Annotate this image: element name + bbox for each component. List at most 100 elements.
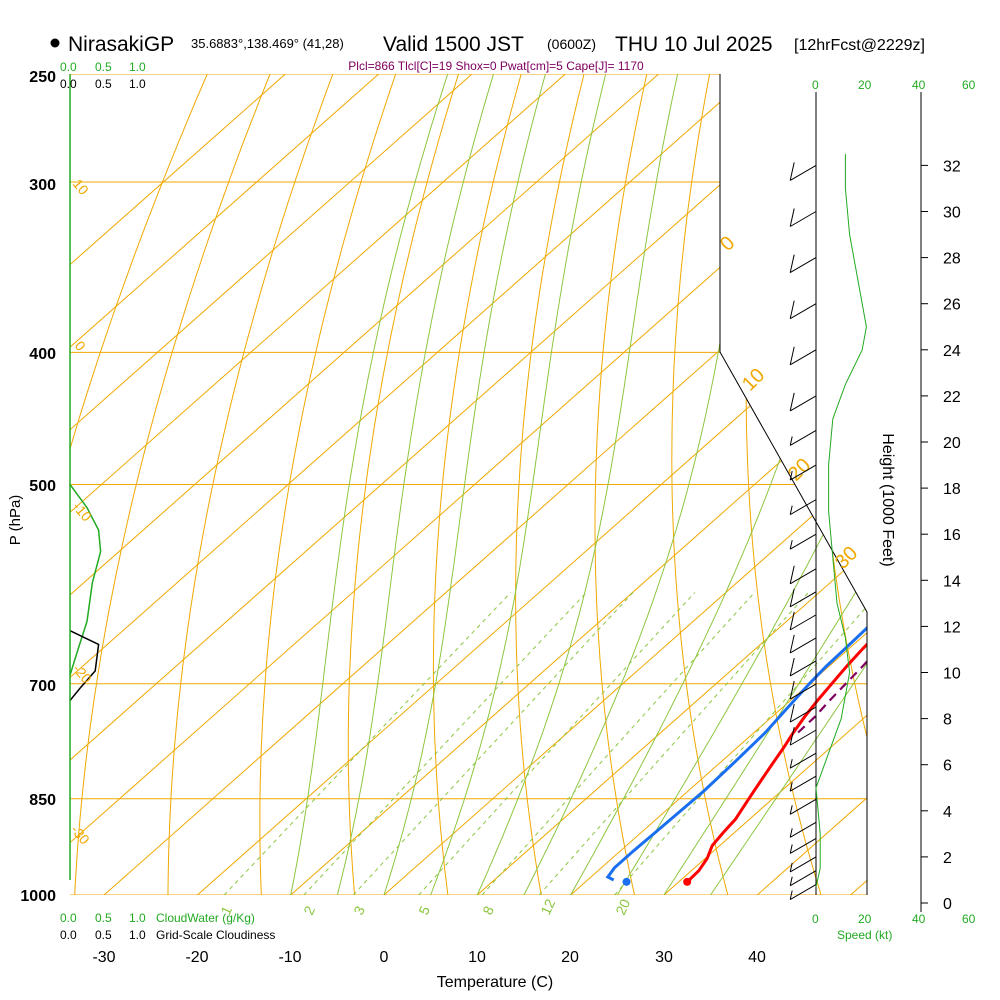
wind-barb (789, 254, 817, 274)
height-tick-label: 16 (943, 527, 961, 544)
wind-barb-flag (789, 680, 795, 700)
cloudiness-axis-label: Grid-Scale Cloudiness (156, 928, 275, 942)
plot-frame (719, 74, 868, 895)
pressure-tick-label: 250 (29, 69, 56, 86)
height-tick-label: 32 (943, 158, 961, 175)
station-marker-icon (50, 38, 60, 48)
cloud-water-profile (70, 484, 102, 676)
height-tick-label: 6 (943, 758, 952, 775)
wind-speed-top-label: 60 (962, 78, 976, 92)
wind-barb-half-flag (789, 805, 793, 815)
wind-barb (789, 727, 817, 746)
isotherm-line (70, 74, 473, 895)
height-tick-label: 18 (943, 481, 961, 498)
cloud-profiles (70, 484, 102, 701)
wind-speed-bottom-label: 40 (912, 912, 926, 926)
wind-barb-staff (789, 838, 817, 854)
moist-adiabat-line (383, 74, 546, 895)
wind-speed-bottom-label: 20 (858, 912, 872, 926)
pressure-tick-label: 700 (29, 678, 56, 695)
moist-adiabat-line (430, 74, 607, 895)
moist-adiabat-line (336, 74, 494, 895)
isotherm-line (70, 74, 286, 895)
wind-barb-staff (789, 821, 817, 838)
wind-barb (789, 884, 817, 900)
wind-speed-top-label: 20 (858, 78, 872, 92)
wind-barb (789, 752, 817, 769)
wind-barb-staff (789, 303, 817, 320)
cloudiness-profile (70, 630, 100, 701)
wind-barb-half-flag (789, 862, 793, 873)
dry-adiabat-line (956, 74, 1000, 895)
wind-speed-profile (815, 153, 867, 888)
cloud-water-top-label: 1.0 (129, 60, 146, 74)
wind-speed-axis-label: Speed (kt) (837, 928, 892, 942)
dry-adiabat-line (671, 74, 729, 895)
wind-barb (789, 657, 817, 677)
mixing-ratio-line (538, 592, 809, 895)
moist-adiabat-line (616, 74, 867, 895)
dewpoint-profile (605, 91, 867, 882)
wind-barb-staff (789, 729, 817, 746)
sounding-profiles (605, 84, 867, 886)
wind-barb-flag (789, 254, 795, 273)
temperature-tick-label: -20 (185, 949, 208, 966)
wind-barb (789, 208, 817, 227)
cloudiness-bottom-label: 0.5 (95, 928, 112, 942)
temperature-tick-label: -30 (92, 949, 115, 966)
surface-dewpoint-dot (622, 877, 631, 886)
height-tick-label: 4 (943, 804, 952, 821)
wind-barb-flag (789, 727, 795, 746)
temperature-tick-label: 0 (380, 949, 389, 966)
wind-barb (789, 870, 817, 887)
dry-adiabat-line (432, 74, 522, 895)
temperature-tick-label: 10 (468, 949, 486, 966)
wind-barb-staff (789, 614, 817, 631)
moist-adiabat-line (710, 74, 867, 895)
cloud-water-axis-label: CloudWater (g/Kg) (156, 911, 255, 925)
cloud-water-bottom-label: 1.0 (129, 911, 146, 925)
parcel-path (797, 107, 867, 734)
wind-barb-staff (789, 395, 817, 412)
mixing-ratio-line (614, 592, 867, 895)
wind-barb (789, 162, 817, 181)
wind-barb-half-flag (789, 436, 793, 446)
wind-barb-staff (789, 499, 817, 516)
mixing-ratio-label: 2 (300, 903, 318, 917)
wind-barb-staff (789, 884, 817, 900)
height-tick-label: 8 (943, 712, 952, 729)
wind-barb-staff (789, 870, 817, 887)
wind-barb-staff (789, 464, 817, 481)
wind-barb-staff (789, 257, 817, 274)
mixing-ratio-line (303, 592, 587, 895)
surface-temperature-dot (683, 877, 692, 886)
mixing-ratio-line (353, 592, 634, 895)
dry-adiabat-line (347, 74, 459, 895)
dry-adiabat-line (515, 74, 585, 895)
mixing-ratio-line (223, 592, 512, 895)
wind-barb (789, 703, 817, 723)
wind-barb-staff (789, 349, 817, 366)
mixing-ratio-line (481, 592, 755, 895)
wind-barb (789, 533, 817, 550)
temperature-tick-label: -10 (278, 949, 301, 966)
wind-barb-flag (789, 611, 795, 630)
pressure-tick-label: 1000 (20, 888, 56, 905)
moist-adiabat-line (290, 74, 449, 895)
wind-barbs (789, 162, 817, 900)
height-tick-label: 26 (943, 297, 961, 314)
cloud-water-top-label: 0.0 (60, 60, 77, 74)
wind-barb (789, 680, 817, 700)
forecast-label: [12hrFcst@2229z] (794, 37, 925, 54)
wind-speed-axis-bottom: 0 20 40 60 Speed (kt) (812, 912, 976, 942)
isotherm-line (476, 74, 867, 895)
wind-speed-bottom-label: 60 (962, 912, 976, 926)
chart-header: NirasakiGP 35.6883°,138.469° (41,28) Val… (50, 33, 925, 73)
isotherm-line (850, 74, 867, 895)
wind-barb-staff (789, 856, 817, 873)
wind-barb-flag (789, 162, 795, 181)
wind-barb-staff (789, 752, 817, 769)
height-tick-label: 24 (943, 343, 961, 360)
